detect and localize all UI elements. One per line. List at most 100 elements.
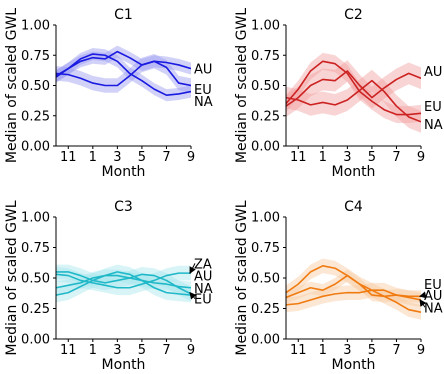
x-tick-label: 11 <box>60 150 77 165</box>
x-axis-label: Month <box>332 357 376 373</box>
y-tick-label: 1.00 <box>21 211 50 226</box>
y-tick-label: 0.75 <box>251 241 280 256</box>
chart-title: C4 <box>344 199 363 215</box>
series-label-AU: AU <box>194 270 212 285</box>
band-EU <box>286 52 421 124</box>
x-tick-label: 9 <box>417 150 425 165</box>
series-label-AU: AU <box>424 289 442 304</box>
y-tick-label: 0.00 <box>21 140 50 155</box>
series-line-NA <box>286 289 421 306</box>
band-AU <box>56 264 191 303</box>
y-tick-label: 0.25 <box>21 109 50 124</box>
y-tick-label: 1.00 <box>251 19 280 34</box>
series-line-EU <box>56 53 191 96</box>
x-tick-label: 5 <box>138 150 146 165</box>
x-tick-label: 9 <box>187 150 195 165</box>
y-tick-label: 0.75 <box>21 49 50 64</box>
series-line-ZA <box>56 272 191 289</box>
series-label-EU: EU <box>424 100 442 115</box>
series-label-ZA: ZA <box>194 257 212 272</box>
series-line-AU <box>56 50 191 77</box>
series-label-AU: AU <box>424 65 442 80</box>
chart-title: C2 <box>344 7 363 23</box>
y-tick-label: 0.50 <box>21 272 50 287</box>
series-arrow-EU <box>189 291 197 300</box>
y-tick-label: 0.75 <box>21 241 50 256</box>
y-axis-label: Median of scaled GWL <box>4 200 20 355</box>
plot-area <box>56 264 191 303</box>
plot-area <box>56 45 191 102</box>
series-line-NA <box>56 274 191 289</box>
x-tick-label: 1 <box>319 343 327 358</box>
series-line-AU <box>56 271 191 296</box>
x-tick-label: 11 <box>290 343 307 358</box>
band-ZA <box>56 265 191 296</box>
band-EU <box>56 264 191 302</box>
y-tick-label: 1.00 <box>21 19 50 34</box>
y-tick-label: 0.00 <box>251 140 280 155</box>
chart-title: C3 <box>114 199 133 215</box>
y-tick-label: 1.00 <box>251 211 280 226</box>
series-label-NA: NA <box>424 118 443 133</box>
x-tick-label: 1 <box>319 150 327 165</box>
x-axis-label: Month <box>332 164 376 180</box>
band-AU <box>286 60 421 117</box>
plot-area <box>286 52 421 133</box>
x-axis-label: Month <box>102 357 146 373</box>
x-tick-label: 3 <box>113 343 121 358</box>
band-EU <box>56 47 191 102</box>
series-line-EU <box>56 271 191 295</box>
series-arrow-ZA <box>189 263 196 275</box>
series-label-NA: NA <box>424 301 443 316</box>
y-tick-label: 0.50 <box>21 79 50 94</box>
y-tick-label: 0.50 <box>251 79 280 94</box>
x-tick-label: 11 <box>60 343 77 358</box>
x-tick-label: 7 <box>392 150 400 165</box>
y-tick-label: 0.25 <box>251 302 280 317</box>
x-tick-label: 11 <box>290 150 307 165</box>
x-tick-label: 7 <box>162 150 170 165</box>
x-tick-label: 5 <box>138 343 146 358</box>
series-label-AU: AU <box>194 63 212 78</box>
series-label-EU: EU <box>424 278 442 293</box>
y-axis-label: Median of scaled GWL <box>234 8 250 163</box>
x-tick-label: 1 <box>89 150 97 165</box>
y-tick-label: 0.50 <box>251 272 280 287</box>
y-axis-label: Median of scaled GWL <box>4 8 20 163</box>
y-tick-label: 0.25 <box>21 302 50 317</box>
series-arrow-NA <box>419 299 427 308</box>
y-tick-label: 0.00 <box>251 333 280 348</box>
series-label-EU: EU <box>194 83 212 98</box>
y-tick-label: 0.00 <box>21 333 50 348</box>
x-tick-label: 3 <box>113 150 121 165</box>
x-axis-label: Month <box>102 164 146 180</box>
series-line-EU <box>286 60 421 116</box>
x-tick-label: 5 <box>368 150 376 165</box>
x-tick-label: 3 <box>343 343 351 358</box>
band-NA <box>56 54 191 93</box>
x-tick-label: 5 <box>368 343 376 358</box>
series-line-NA <box>286 79 421 123</box>
x-tick-label: 7 <box>392 343 400 358</box>
series-label-NA: NA <box>194 282 213 297</box>
band-EU <box>286 258 421 320</box>
series-line-NA <box>56 60 191 87</box>
x-tick-label: 7 <box>162 343 170 358</box>
series-label-EU: EU <box>194 293 212 308</box>
plot-area <box>286 258 421 320</box>
y-tick-label: 0.75 <box>251 49 280 64</box>
series-label-NA: NA <box>194 95 213 110</box>
series-line-AU <box>286 70 421 107</box>
x-tick-label: 9 <box>187 343 195 358</box>
chart-title: C1 <box>114 7 133 23</box>
band-NA <box>56 269 191 294</box>
x-tick-label: 1 <box>89 343 97 358</box>
x-tick-label: 3 <box>343 150 351 165</box>
series-arrow-AU <box>419 291 427 299</box>
y-axis-label: Median of scaled GWL <box>234 200 250 355</box>
